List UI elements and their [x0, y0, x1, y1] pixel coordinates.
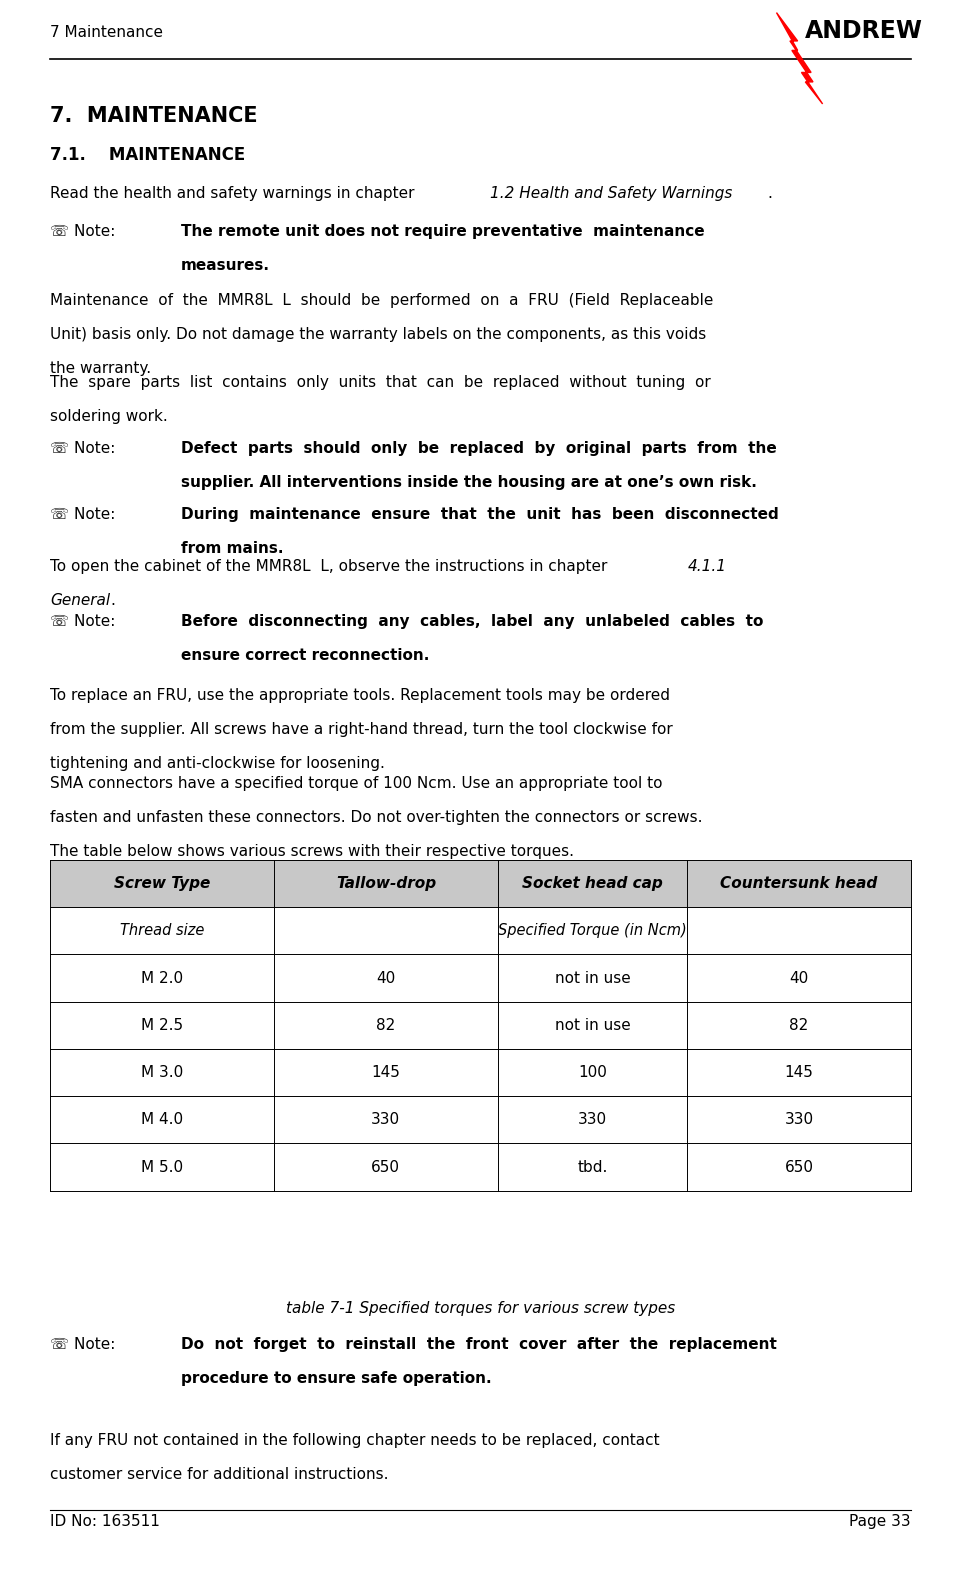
Text: not in use: not in use: [554, 970, 630, 986]
Text: M 2.0: M 2.0: [141, 970, 183, 986]
Text: ☏ Note:: ☏ Note:: [50, 1337, 115, 1353]
Text: Before  disconnecting  any  cables,  label  any  unlabeled  cables  to: Before disconnecting any cables, label a…: [181, 614, 763, 630]
Text: 330: 330: [371, 1112, 401, 1128]
Text: Screw Type: Screw Type: [113, 876, 210, 891]
Text: 40: 40: [789, 970, 809, 986]
Text: If any FRU not contained in the following chapter needs to be replaced, contact: If any FRU not contained in the followin…: [50, 1433, 659, 1449]
Text: The table below shows various screws with their respective torques.: The table below shows various screws wit…: [50, 844, 574, 860]
Bar: [50, 860, 911, 907]
Text: supplier. All interventions inside the housing are at one’s own risk.: supplier. All interventions inside the h…: [181, 476, 756, 490]
Text: M 4.0: M 4.0: [141, 1112, 183, 1128]
Text: 7 Maintenance: 7 Maintenance: [50, 25, 163, 39]
Text: ANDREW: ANDREW: [804, 19, 923, 43]
Text: ☏ Note:: ☏ Note:: [50, 441, 115, 457]
Text: tbd.: tbd.: [578, 1159, 607, 1175]
Text: The remote unit does not require preventative  maintenance: The remote unit does not require prevent…: [181, 224, 704, 239]
Text: To replace an FRU, use the appropriate tools. Replacement tools may be ordered: To replace an FRU, use the appropriate t…: [50, 688, 670, 704]
Text: M 2.5: M 2.5: [141, 1017, 183, 1033]
Text: Defect  parts  should  only  be  replaced  by  original  parts  from  the: Defect parts should only be replaced by …: [181, 441, 776, 457]
Text: ☏ Note:: ☏ Note:: [50, 614, 115, 630]
Text: fasten and unfasten these connectors. Do not over-tighten the connectors or scre: fasten and unfasten these connectors. Do…: [50, 810, 702, 825]
Text: 650: 650: [371, 1159, 401, 1175]
Text: 82: 82: [789, 1017, 809, 1033]
Text: ☏ Note:: ☏ Note:: [50, 224, 115, 239]
Text: ☏ Note:: ☏ Note:: [50, 507, 115, 523]
Text: 100: 100: [578, 1065, 607, 1080]
Text: customer service for additional instructions.: customer service for additional instruct…: [50, 1468, 388, 1482]
Text: During  maintenance  ensure  that  the  unit  has  been  disconnected: During maintenance ensure that the unit …: [181, 507, 778, 523]
Text: Thread size: Thread size: [120, 923, 204, 939]
Text: .: .: [767, 186, 772, 202]
Text: .: .: [111, 592, 115, 608]
Text: measures.: measures.: [181, 257, 270, 272]
Text: not in use: not in use: [554, 1017, 630, 1033]
Text: Read the health and safety warnings in chapter: Read the health and safety warnings in c…: [50, 186, 419, 202]
Text: from the supplier. All screws have a right-hand thread, turn the tool clockwise : from the supplier. All screws have a rig…: [50, 721, 673, 737]
Text: 330: 330: [578, 1112, 607, 1128]
Text: 4.1.1: 4.1.1: [688, 559, 727, 575]
Text: soldering work.: soldering work.: [50, 408, 168, 424]
Polygon shape: [776, 13, 823, 104]
Text: 7.  MAINTENANCE: 7. MAINTENANCE: [50, 106, 258, 126]
Text: M 3.0: M 3.0: [141, 1065, 183, 1080]
Text: 1.2 Health and Safety Warnings: 1.2 Health and Safety Warnings: [490, 186, 732, 202]
Text: The  spare  parts  list  contains  only  units  that  can  be  replaced  without: The spare parts list contains only units…: [50, 375, 711, 391]
Text: from mains.: from mains.: [181, 540, 283, 556]
Text: 7.1.    MAINTENANCE: 7.1. MAINTENANCE: [50, 146, 245, 164]
Text: General: General: [50, 592, 111, 608]
Text: Tallow-drop: Tallow-drop: [335, 876, 436, 891]
Text: M 5.0: M 5.0: [141, 1159, 183, 1175]
Text: 82: 82: [376, 1017, 396, 1033]
Text: 145: 145: [784, 1065, 814, 1080]
Text: ensure correct reconnection.: ensure correct reconnection.: [181, 649, 429, 663]
Text: the warranty.: the warranty.: [50, 361, 151, 376]
Text: Page 33: Page 33: [850, 1514, 911, 1529]
Text: 40: 40: [376, 970, 396, 986]
Text: To open the cabinet of the MMR8L  L, observe the instructions in chapter: To open the cabinet of the MMR8L L, obse…: [50, 559, 612, 575]
Text: Do  not  forget  to  reinstall  the  front  cover  after  the  replacement: Do not forget to reinstall the front cov…: [181, 1337, 776, 1353]
Text: Unit) basis only. Do not damage the warranty labels on the components, as this v: Unit) basis only. Do not damage the warr…: [50, 328, 706, 342]
Text: Socket head cap: Socket head cap: [522, 876, 663, 891]
Text: ID No: 163511: ID No: 163511: [50, 1514, 160, 1529]
Text: 145: 145: [371, 1065, 401, 1080]
Bar: [50, 860, 911, 1191]
Text: Countersunk head: Countersunk head: [721, 876, 877, 891]
Text: Specified Torque (in Ncm): Specified Torque (in Ncm): [498, 923, 687, 939]
Text: tightening and anti-clockwise for loosening.: tightening and anti-clockwise for loosen…: [50, 756, 384, 772]
Text: 650: 650: [784, 1159, 814, 1175]
Text: procedure to ensure safe operation.: procedure to ensure safe operation.: [181, 1370, 491, 1386]
Text: SMA connectors have a specified torque of 100 Ncm. Use an appropriate tool to: SMA connectors have a specified torque o…: [50, 776, 662, 792]
Text: 330: 330: [784, 1112, 814, 1128]
Text: Maintenance  of  the  MMR8L  L  should  be  performed  on  a  FRU  (Field  Repla: Maintenance of the MMR8L L should be per…: [50, 293, 713, 309]
Text: table 7-1 Specified torques for various screw types: table 7-1 Specified torques for various …: [285, 1301, 676, 1317]
